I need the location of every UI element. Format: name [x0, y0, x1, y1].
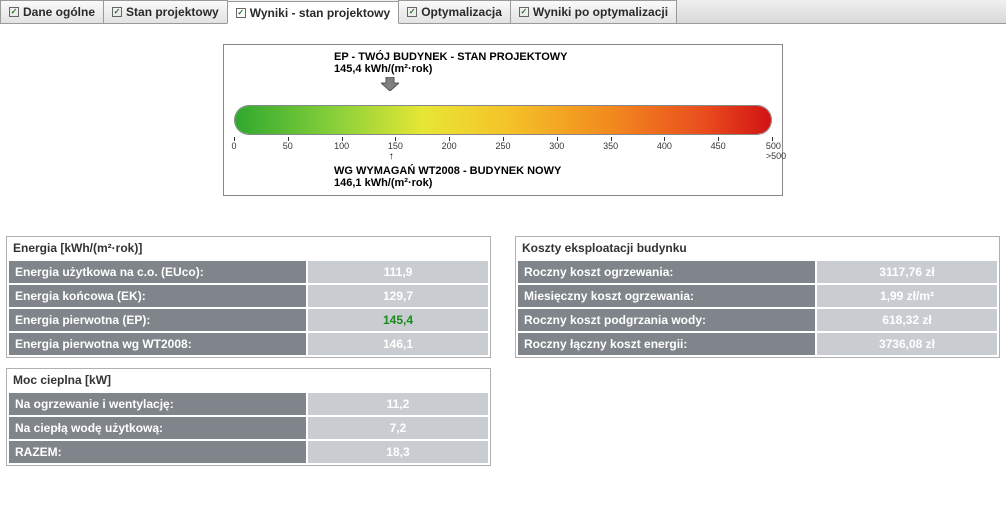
tab-optymalizacja[interactable]: ✓ Optymalizacja: [398, 0, 511, 23]
tab-dane-og-lne[interactable]: ✓ Dane ogólne: [0, 0, 104, 23]
scale-tick-label: 300: [549, 141, 564, 151]
scale-tick-label: 400: [657, 141, 672, 151]
results-panels: Energia [kWh/(m²·rok)] Energia użytkowa …: [6, 236, 1000, 476]
table-row: Roczny koszt ogrzewania:3117,76 zł: [518, 261, 997, 283]
scale-tick-label: 200: [442, 141, 457, 151]
row-value: 7,2: [308, 417, 488, 439]
row-label: Roczny łączny koszt energii:: [518, 333, 815, 355]
main-content: EP - TWÓJ BUDYNEK - STAN PROJEKTOWY 145,…: [0, 24, 1006, 484]
row-value: 3117,76 zł: [817, 261, 997, 283]
tab-label: Wyniki - stan projektowy: [250, 6, 390, 20]
row-value: 618,32 zł: [817, 309, 997, 331]
row-label: Miesięczny koszt ogrzewania:: [518, 285, 815, 307]
row-value: 145,4: [308, 309, 488, 331]
row-label: Roczny koszt ogrzewania:: [518, 261, 815, 283]
scale-tick-label: 450: [711, 141, 726, 151]
tab-label: Stan projektowy: [126, 5, 219, 19]
scale-tick-label: 50: [283, 141, 293, 151]
tab-label: Optymalizacja: [421, 5, 502, 19]
checkbox-icon: ✓: [9, 7, 19, 17]
row-label: Energia pierwotna (EP):: [9, 309, 306, 331]
table-row: Roczny łączny koszt energii:3736,08 zł: [518, 333, 997, 355]
row-label: Energia użytkowa na c.o. (EUco):: [9, 261, 306, 283]
chart-footer-title: WG WYMAGAŃ WT2008 - BUDYNEK NOWY: [334, 165, 772, 177]
tab-wyniki-stan-projektowy[interactable]: ✓ Wyniki - stan projektowy: [227, 1, 399, 24]
table-row: Energia użytkowa na c.o. (EUco):111,9: [9, 261, 488, 283]
energy-panel: Energia [kWh/(m²·rok)] Energia użytkowa …: [6, 236, 491, 358]
costs-panel: Koszty eksploatacji budynku Roczny koszt…: [515, 236, 1000, 358]
row-value: 129,7: [308, 285, 488, 307]
power-panel-title: Moc cieplna [kW]: [7, 369, 490, 391]
chart-pointer-row: [234, 77, 772, 91]
row-label: Energia pierwotna wg WT2008:: [9, 333, 306, 355]
checkbox-icon: ✓: [112, 7, 122, 17]
row-value: 3736,08 zł: [817, 333, 997, 355]
table-row: Energia pierwotna wg WT2008:146,1: [9, 333, 488, 355]
row-value: 111,9: [308, 261, 488, 283]
table-row: Na ogrzewanie i wentylację:11,2: [9, 393, 488, 415]
checkbox-icon: ✓: [407, 7, 417, 17]
scale-tick-label: 150: [388, 141, 403, 151]
reference-marker-row: ↑: [234, 151, 772, 163]
right-column: Koszty eksploatacji budynku Roczny koszt…: [515, 236, 1000, 368]
tab-label: Dane ogólne: [23, 5, 95, 19]
gradient-bar: [234, 105, 772, 135]
table-row: Roczny koszt podgrzania wody:618,32 zł: [518, 309, 997, 331]
checkbox-icon: ✓: [236, 8, 246, 18]
row-label: Na ogrzewanie i wentylację:: [9, 393, 306, 415]
scale-tick-label: 350: [603, 141, 618, 151]
chart-title: EP - TWÓJ BUDYNEK - STAN PROJEKTOWY: [334, 51, 772, 63]
energy-panel-title: Energia [kWh/(m²·rok)]: [7, 237, 490, 259]
costs-panel-title: Koszty eksploatacji budynku: [516, 237, 999, 259]
scale-tick-label: 100: [334, 141, 349, 151]
row-label: Na ciepłą wodę użytkową:: [9, 417, 306, 439]
reference-arrow-icon: ↑: [389, 151, 394, 162]
row-label: RAZEM:: [9, 441, 306, 463]
row-label: Roczny koszt podgrzania wody:: [518, 309, 815, 331]
table-row: Miesięczny koszt ogrzewania:1,99 zł/m²: [518, 285, 997, 307]
table-row: Energia końcowa (EK):129,7: [9, 285, 488, 307]
tab-bar: ✓ Dane ogólne ✓ Stan projektowy ✓ Wyniki - st…: [0, 0, 1006, 24]
row-value: 1,99 zł/m²: [817, 285, 997, 307]
row-value: 11,2: [308, 393, 488, 415]
pointer-arrow-icon: [381, 77, 399, 91]
row-value: 18,3: [308, 441, 488, 463]
row-label: Energia końcowa (EK):: [9, 285, 306, 307]
ep-scale-chart: EP - TWÓJ BUDYNEK - STAN PROJEKTOWY 145,…: [223, 44, 783, 196]
row-value: 146,1: [308, 333, 488, 355]
tab-wyniki-po-optymalizacji[interactable]: ✓ Wyniki po optymalizacji: [510, 0, 677, 23]
scale-tick-label: 250: [495, 141, 510, 151]
table-row: Na ciepłą wodę użytkową:7,2: [9, 417, 488, 439]
power-panel: Moc cieplna [kW] Na ogrzewanie i wentyla…: [6, 368, 491, 466]
left-column: Energia [kWh/(m²·rok)] Energia użytkowa …: [6, 236, 491, 476]
tab-stan-projektowy[interactable]: ✓ Stan projektowy: [103, 0, 228, 23]
scale-tick-label: 0: [231, 141, 236, 151]
table-row: RAZEM:18,3: [9, 441, 488, 463]
table-row: Energia pierwotna (EP):145,4: [9, 309, 488, 331]
chart-footer-value: 146,1 kWh/(m²·rok): [334, 177, 772, 189]
chart-value: 145,4 kWh/(m²·rok): [334, 63, 772, 75]
tab-label: Wyniki po optymalizacji: [533, 5, 668, 19]
checkbox-icon: ✓: [519, 7, 529, 17]
